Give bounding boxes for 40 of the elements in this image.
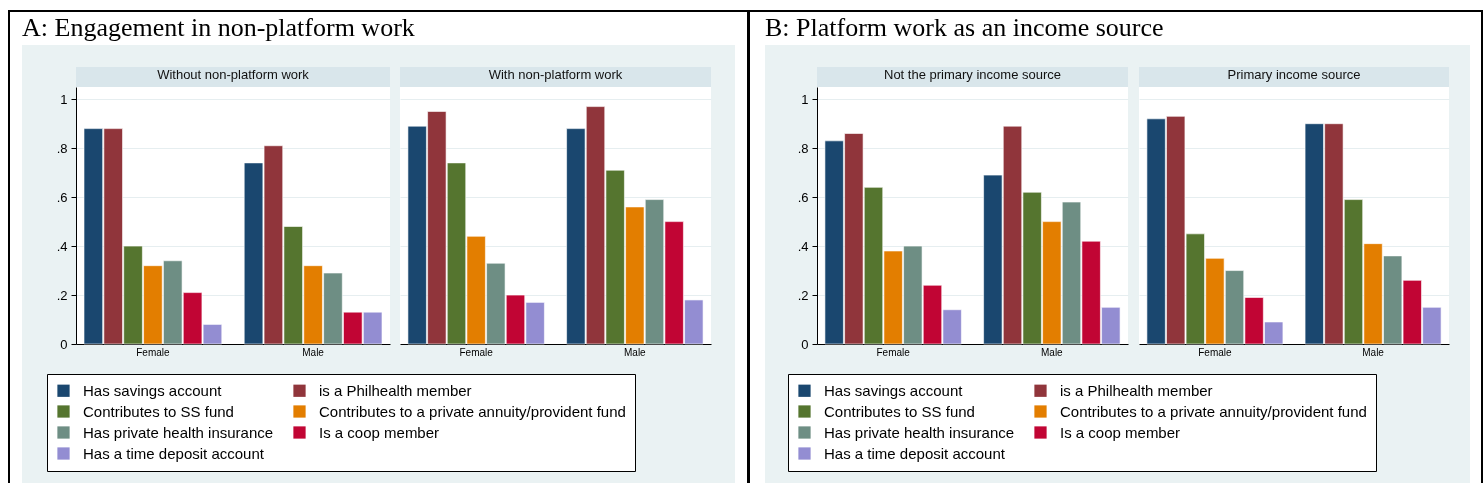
legend-label: Has private health insurance [83,423,274,441]
y-tick-label: .4 [56,238,68,254]
y-tick-label: .8 [56,140,68,156]
y-tick-label: 1 [60,91,68,107]
legend-label: Has savings account [83,381,223,399]
chart-subtitle: Not the primary income source [883,67,1062,82]
y-tick-label: .8 [797,140,809,156]
x-tick-label: Female [1198,346,1233,358]
chart-subtitle: Primary income source [1227,67,1361,82]
y-tick-label: 0 [801,336,809,352]
legend-label: is a Philhealth member [319,381,472,399]
legend-label: Contributes to SS fund [83,402,234,420]
x-tick-label: Female [459,346,494,358]
y-tick-label: 1 [801,91,809,107]
y-tick-label: .6 [797,189,809,205]
legend-label: Contributes to a private annuity/provident fund [1060,402,1367,420]
y-tick-label: .2 [797,287,809,303]
y-tick-label: 0 [60,336,68,352]
x-tick-label: Female [136,346,170,358]
chart-title: B: Platform work as an income source [765,13,1164,43]
legend-label: Is a coop member [319,423,440,441]
legend-label: Has private health insurance [824,423,1015,441]
x-tick-label: Female [876,346,911,358]
legend-label: Has a time deposit account [824,444,1006,462]
y-tick-label: .4 [797,238,809,254]
x-tick-label: Male [302,346,325,358]
y-tick-label: .2 [56,287,68,303]
legend-label: Is a coop member [1060,423,1181,441]
legend-label: Contributes to a private annuity/provident fund [319,402,626,420]
legend-label: Has savings account [824,381,964,399]
chart-subtitle: Without non-platform work [157,67,310,82]
chart-subtitle: With non-platform work [488,67,623,82]
legend-label: Contributes to SS fund [824,402,975,420]
chart-title: A: Engagement in non-platform work [22,13,415,43]
legend-label: is a Philhealth member [1060,381,1213,399]
x-tick-label: Male [1040,346,1064,358]
x-tick-label: Male [623,346,647,358]
legend-label: Has a time deposit account [83,444,265,462]
y-tick-label: .6 [56,189,68,205]
x-tick-label: Male [1362,346,1385,358]
